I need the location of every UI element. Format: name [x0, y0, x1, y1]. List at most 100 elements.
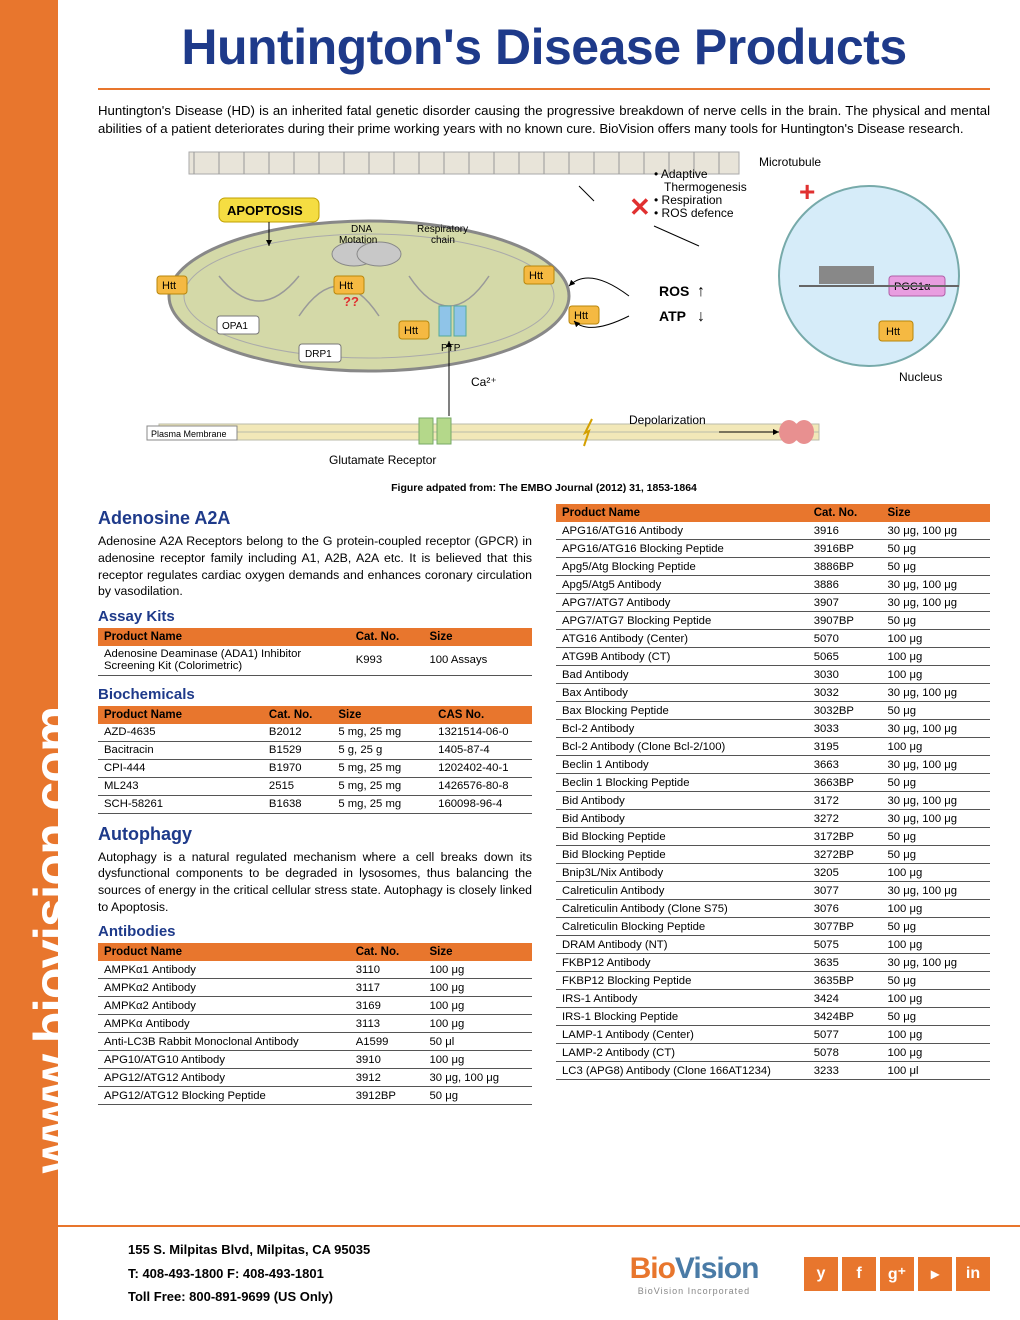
cell: 3272BP — [808, 846, 882, 864]
cell: 3205 — [808, 864, 882, 882]
col-header: Product Name — [98, 628, 350, 646]
cell: Bid Blocking Peptide — [556, 828, 808, 846]
table-row: ATG16 Antibody (Center)5070100 μg — [556, 630, 990, 648]
table-row: AMPKα1 Antibody3110100 μg — [98, 961, 532, 979]
cell: SCH-58261 — [98, 795, 263, 813]
cell: 1426576-80-8 — [432, 777, 532, 795]
cell: IRS-1 Blocking Peptide — [556, 1008, 808, 1026]
adenosine-heading: Adenosine A2A — [98, 504, 532, 533]
table-row: AMPKα2 Antibody3117100 μg — [98, 979, 532, 997]
twitter-icon[interactable]: y — [804, 1257, 838, 1291]
cell: 50 μg — [881, 1008, 990, 1026]
cell: 1321514-06-0 — [432, 724, 532, 742]
cell: 30 μg, 100 μg — [881, 792, 990, 810]
table-row: APG7/ATG7 Antibody390730 μg, 100 μg — [556, 594, 990, 612]
youtube-icon[interactable]: ▸ — [918, 1257, 952, 1291]
cell: FKBP12 Blocking Peptide — [556, 972, 808, 990]
table-row: Calreticulin Blocking Peptide3077BP50 μg — [556, 918, 990, 936]
cell: APG16/ATG16 Antibody — [556, 522, 808, 540]
cell: 3424BP — [808, 1008, 882, 1026]
cell: 3663 — [808, 756, 882, 774]
cell: FKBP12 Antibody — [556, 954, 808, 972]
svg-text:↑: ↑ — [697, 283, 705, 300]
cell: Calreticulin Antibody (Clone S75) — [556, 900, 808, 918]
cell: 3195 — [808, 738, 882, 756]
cell: 100 μg — [881, 648, 990, 666]
table-row: Bcl-2 Antibody303330 μg, 100 μg — [556, 720, 990, 738]
cell: 100 μg — [423, 979, 532, 997]
table-row: Bid Blocking Peptide3172BP50 μg — [556, 828, 990, 846]
cell: 5 mg, 25 mg — [332, 795, 432, 813]
cell: AMPKα Antibody — [98, 1015, 350, 1033]
cell: 5 mg, 25 mg — [332, 724, 432, 742]
table-row: Bid Antibody317230 μg, 100 μg — [556, 792, 990, 810]
col-header: Product Name — [556, 504, 808, 522]
cell: 5070 — [808, 630, 882, 648]
cell: AMPKα1 Antibody — [98, 961, 350, 979]
cell: 50 μg — [881, 828, 990, 846]
cell: 3076 — [808, 900, 882, 918]
svg-text:ROS: ROS — [659, 283, 689, 299]
table-row: ATG9B Antibody (CT)5065100 μg — [556, 648, 990, 666]
cell: B1638 — [263, 795, 332, 813]
cell: 5077 — [808, 1026, 882, 1044]
cell: 3272 — [808, 810, 882, 828]
cell: Bcl-2 Antibody (Clone Bcl-2/100) — [556, 738, 808, 756]
antibodies-right-table: Product NameCat. No.SizeAPG16/ATG16 Anti… — [556, 504, 990, 1080]
cell: 50 μg — [881, 918, 990, 936]
right-column: Product NameCat. No.SizeAPG16/ATG16 Anti… — [556, 504, 990, 1111]
svg-text:+: + — [799, 176, 815, 207]
col-header: Size — [881, 504, 990, 522]
svg-text:ATP: ATP — [659, 308, 686, 324]
left-column: Adenosine A2A Adenosine A2A Receptors be… — [98, 504, 532, 1111]
cell: 3912 — [350, 1069, 424, 1087]
table-row: Calreticulin Antibody (Clone S75)3076100… — [556, 900, 990, 918]
table-row: Anti-LC3B Rabbit Monoclonal AntibodyA159… — [98, 1033, 532, 1051]
cell: 30 μg, 100 μg — [881, 756, 990, 774]
figure-caption: Figure adpated from: The EMBO Journal (2… — [98, 476, 990, 504]
table-row: Adenosine Deaminase (ADA1) Inhibitor Scr… — [98, 646, 532, 676]
table-row: Beclin 1 Antibody366330 μg, 100 μg — [556, 756, 990, 774]
table-row: Bax Antibody303230 μg, 100 μg — [556, 684, 990, 702]
cell: Bax Blocking Peptide — [556, 702, 808, 720]
cell: 100 μg — [881, 990, 990, 1008]
cell: Beclin 1 Antibody — [556, 756, 808, 774]
cell: IRS-1 Antibody — [556, 990, 808, 1008]
cell: 30 μg, 100 μg — [881, 594, 990, 612]
svg-text:APOPTOSIS: APOPTOSIS — [227, 203, 303, 218]
cell: 3916BP — [808, 540, 882, 558]
cell: 100 μg — [881, 630, 990, 648]
facebook-icon[interactable]: f — [842, 1257, 876, 1291]
table-row: IRS-1 Antibody3424100 μg — [556, 990, 990, 1008]
antibodies-heading: Antibodies — [98, 919, 532, 943]
left-accent-bar: www.biovision.com — [0, 0, 58, 1320]
table-row: CPI-444B19705 mg, 25 mg1202402-40-1 — [98, 759, 532, 777]
table-row: LAMP-1 Antibody (Center)5077100 μg — [556, 1026, 990, 1044]
cell: 3077 — [808, 882, 882, 900]
cell: 5078 — [808, 1044, 882, 1062]
cell: 1405-87-4 — [432, 741, 532, 759]
svg-text:DRP1: DRP1 — [305, 349, 332, 360]
cell: Bax Antibody — [556, 684, 808, 702]
cell: Calreticulin Blocking Peptide — [556, 918, 808, 936]
cell: 3233 — [808, 1062, 882, 1080]
svg-text:Htt: Htt — [529, 270, 543, 282]
footer-address: 155 S. Milpitas Blvd, Milpitas, CA 95035 — [128, 1238, 584, 1261]
gplus-icon[interactable]: g⁺ — [880, 1257, 914, 1291]
table-row: SCH-58261B16385 mg, 25 mg160098-96-4 — [98, 795, 532, 813]
cell: LC3 (APG8) Antibody (Clone 166AT1234) — [556, 1062, 808, 1080]
cell: Apg5/Atg Blocking Peptide — [556, 558, 808, 576]
columns-region: Adenosine A2A Adenosine A2A Receptors be… — [98, 504, 990, 1111]
cell: 5075 — [808, 936, 882, 954]
cell: 3910 — [350, 1051, 424, 1069]
linkedin-icon[interactable]: in — [956, 1257, 990, 1291]
table-row: ML24325155 mg, 25 mg1426576-80-8 — [98, 777, 532, 795]
cell: ML243 — [98, 777, 263, 795]
table-row: Bcl-2 Antibody (Clone Bcl-2/100)3195100 … — [556, 738, 990, 756]
page-footer: 155 S. Milpitas Blvd, Milpitas, CA 95035… — [58, 1225, 1020, 1320]
cell: LAMP-1 Antibody (Center) — [556, 1026, 808, 1044]
table-row: FKBP12 Blocking Peptide3635BP50 μg — [556, 972, 990, 990]
cell: 3663BP — [808, 774, 882, 792]
svg-text:PTP: PTP — [441, 343, 461, 354]
cell: 3172BP — [808, 828, 882, 846]
